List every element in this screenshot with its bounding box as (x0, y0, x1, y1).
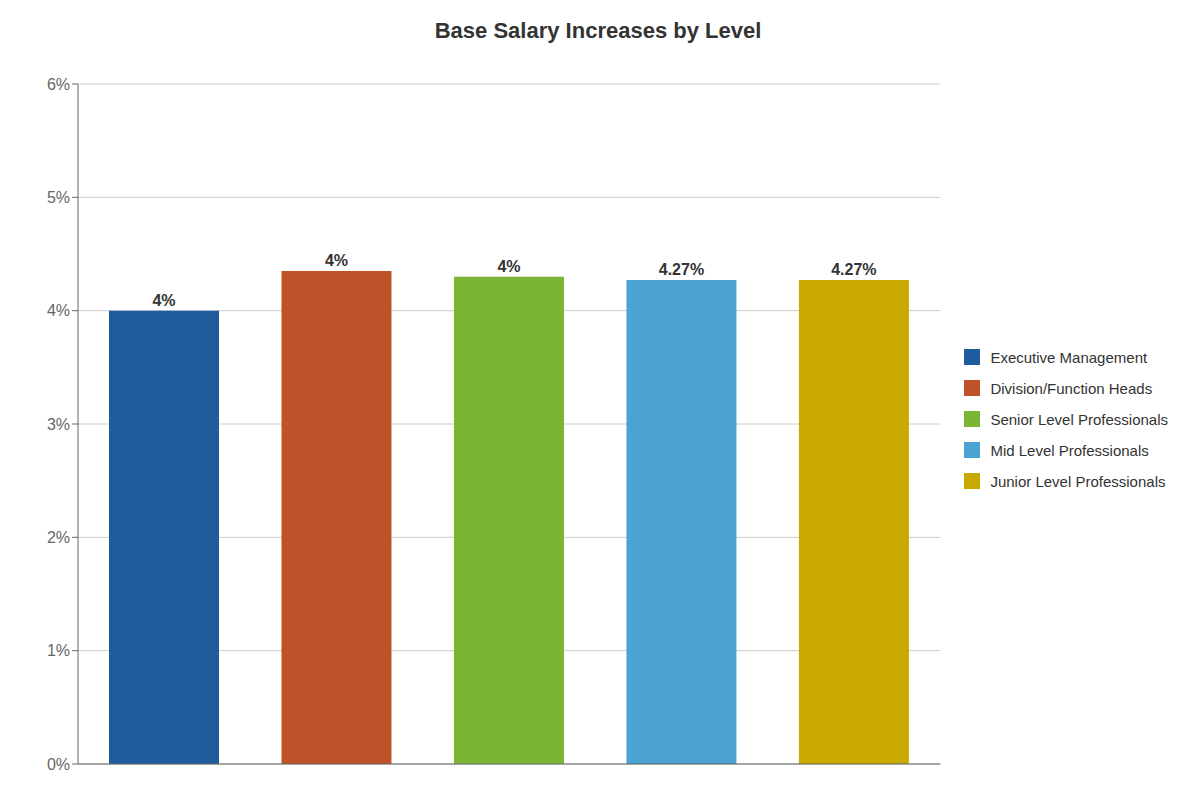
svg-text:6%: 6% (47, 76, 70, 93)
svg-text:0%: 0% (47, 756, 70, 773)
svg-text:4%: 4% (47, 302, 70, 319)
svg-text:1%: 1% (47, 642, 70, 659)
svg-text:4%: 4% (152, 292, 175, 309)
svg-text:3%: 3% (47, 416, 70, 433)
html-text:Senior Level Professionals: Senior Level Professionals (990, 410, 1168, 428)
html-text:Executive Management: Executive Management (990, 348, 1148, 366)
html-text:Mid Level Professionals: Mid Level Professionals (990, 441, 1149, 459)
html-text:Division/Function Heads: Division/Function Heads (990, 379, 1153, 397)
svg-text:4%: 4% (497, 258, 520, 275)
html-text:Junior Level Professionals: Junior Level Professionals (990, 472, 1166, 490)
svg-text:4.27%: 4.27% (659, 261, 704, 278)
svg-text:4%: 4% (325, 252, 348, 269)
html-text:Base Salary Increases by Level: Base Salary Increases by Level (434, 18, 762, 43)
svg-text:5%: 5% (47, 189, 70, 206)
svg-text:4.27%: 4.27% (831, 261, 876, 278)
svg-text:2%: 2% (47, 529, 70, 546)
